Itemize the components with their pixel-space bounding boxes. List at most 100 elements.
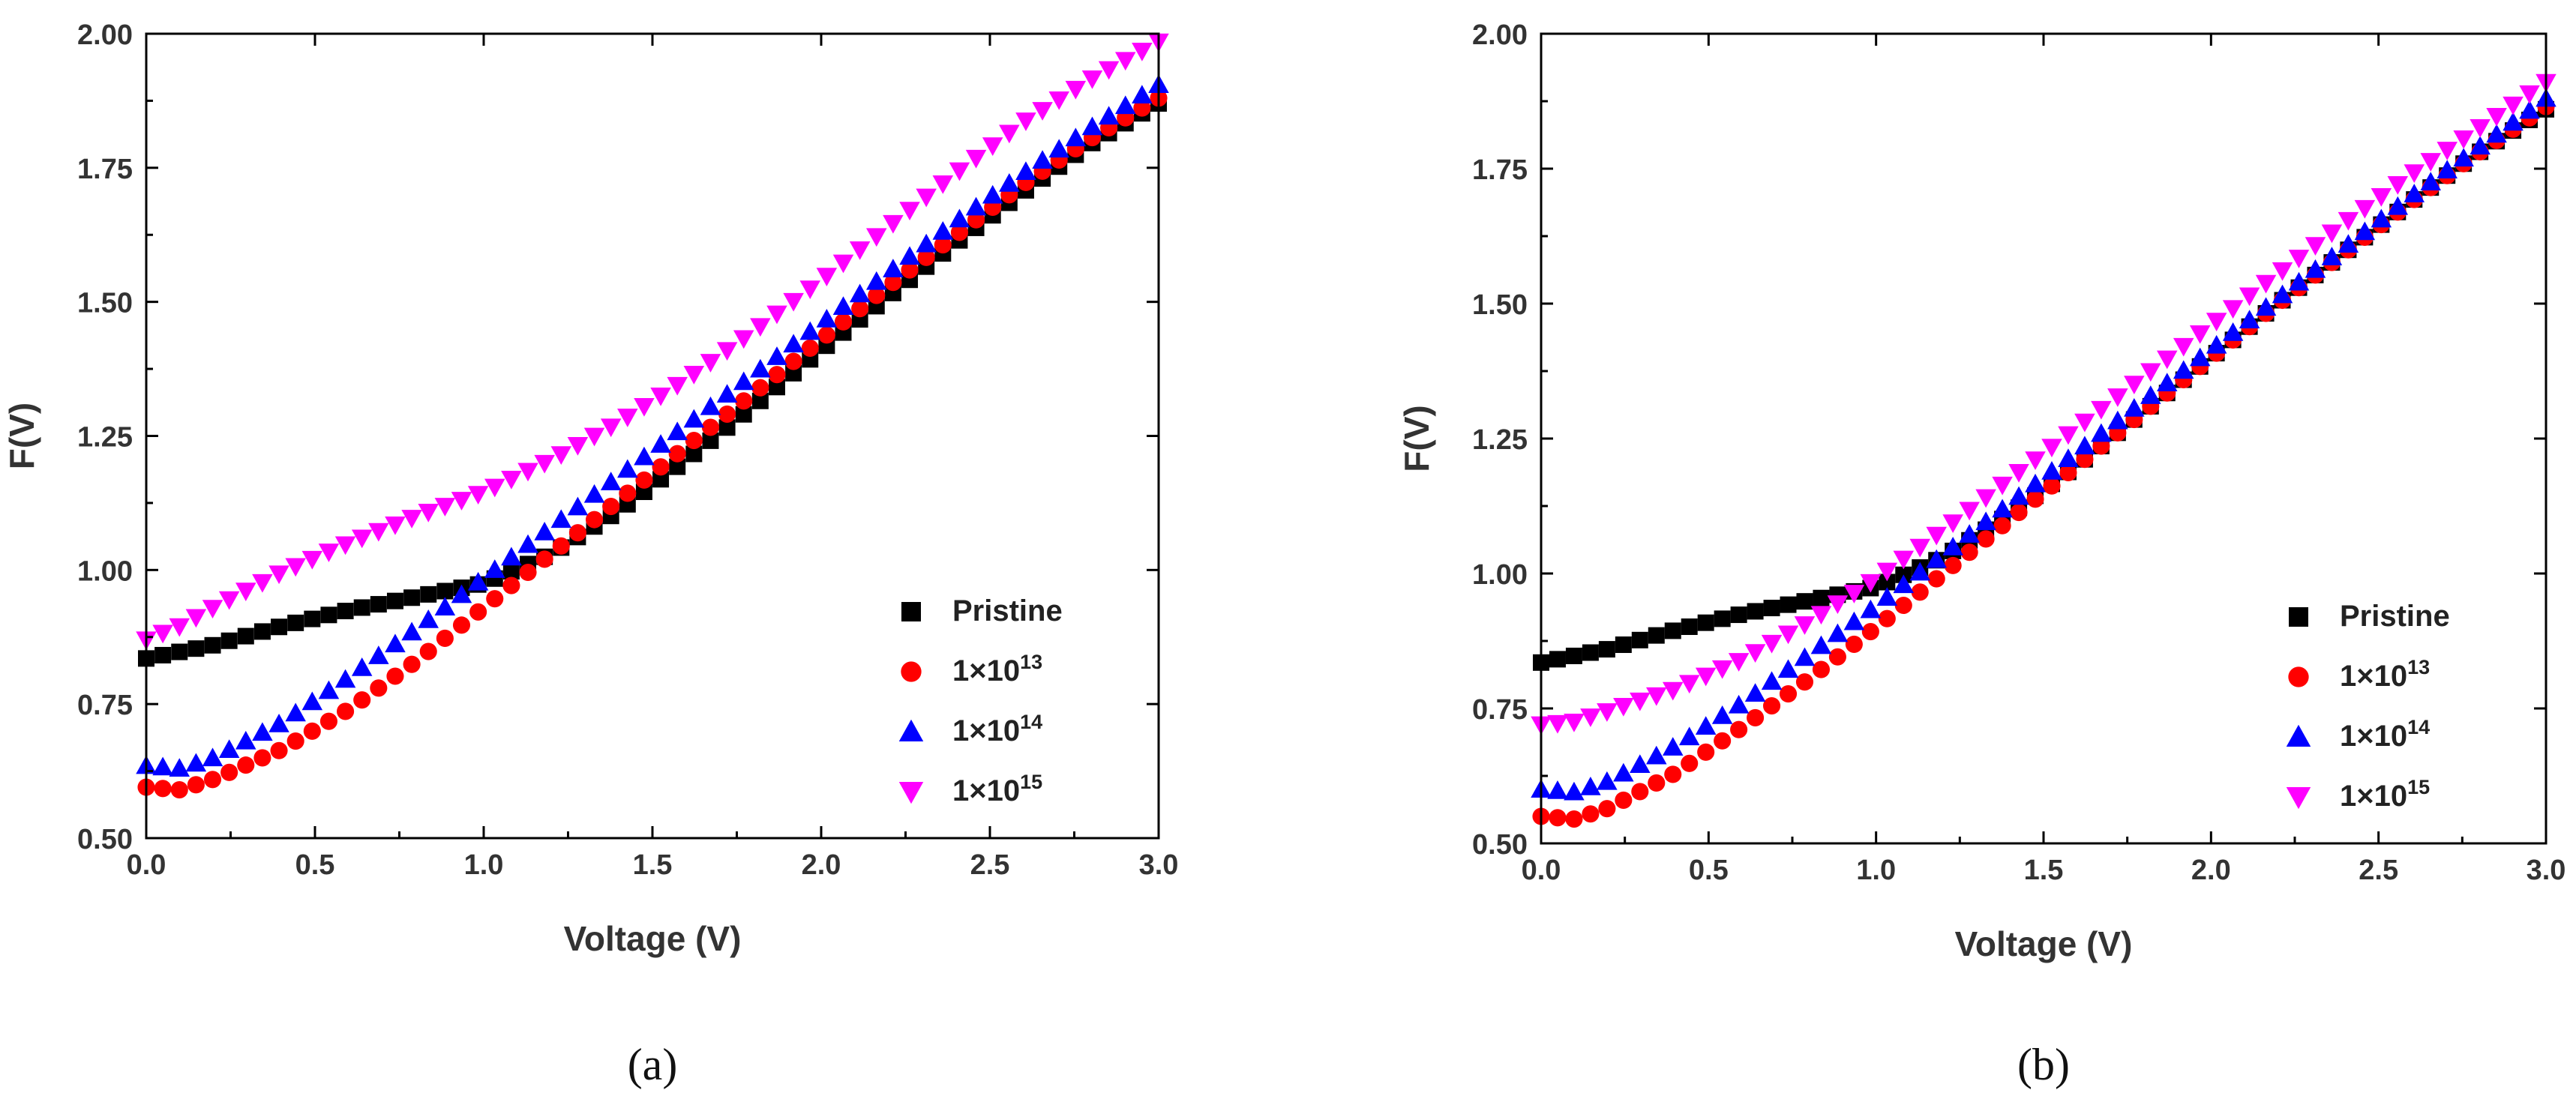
data-point	[185, 609, 207, 628]
data-point	[1648, 774, 1666, 792]
data-point	[1894, 596, 1912, 615]
data-point	[1582, 805, 1600, 823]
data-point	[2140, 363, 2161, 382]
data-point	[418, 609, 439, 628]
data-point	[1598, 641, 1615, 658]
legend-label-exponent: 13	[2407, 656, 2430, 678]
data-point	[567, 436, 589, 456]
data-point	[351, 657, 373, 676]
data-point	[1681, 754, 1699, 772]
data-point	[1860, 599, 1882, 618]
data-point	[567, 496, 589, 516]
data-point	[252, 722, 273, 741]
data-point	[418, 503, 439, 523]
data-point	[784, 352, 802, 370]
data-point	[2321, 247, 2343, 265]
data-point	[832, 296, 854, 315]
data-point	[469, 603, 487, 621]
data-point	[1695, 716, 1717, 735]
data-markers	[136, 33, 1169, 799]
y-tick-label: 1.00	[77, 555, 133, 587]
data-point	[982, 137, 1003, 156]
data-point	[303, 722, 321, 740]
data-point	[2404, 164, 2425, 183]
data-point	[370, 596, 387, 613]
data-point	[519, 563, 537, 582]
data-point	[218, 591, 240, 610]
data-point	[484, 559, 505, 578]
data-point	[617, 459, 638, 478]
data-point	[949, 162, 970, 181]
series-dose-1e15	[136, 33, 1169, 651]
data-point	[1728, 653, 1750, 672]
data-point	[1827, 595, 1849, 614]
data-point	[2059, 463, 2077, 481]
data-point	[1678, 675, 1700, 694]
data-point	[1777, 625, 1799, 645]
data-point	[550, 446, 572, 466]
data-point	[2025, 473, 2046, 493]
data-point	[799, 321, 820, 340]
data-point	[270, 741, 288, 759]
data-point	[1664, 765, 1682, 783]
y-tick-label: 2.00	[1472, 19, 1528, 51]
data-point	[187, 640, 205, 657]
x-tick-label: 0.5	[1689, 855, 1729, 886]
data-point	[1547, 714, 1568, 734]
data-point	[253, 623, 271, 640]
data-point	[785, 364, 802, 382]
data-point	[268, 565, 289, 585]
data-point	[2420, 153, 2441, 172]
data-point	[1547, 780, 1568, 799]
data-point	[1812, 660, 1830, 678]
data-point	[337, 702, 355, 720]
data-point	[1613, 762, 1634, 782]
data-point	[169, 618, 190, 637]
data-point	[2354, 221, 2376, 241]
data-point	[2041, 439, 2062, 458]
data-point	[883, 259, 904, 277]
data-point	[2387, 196, 2409, 215]
data-point	[552, 537, 570, 555]
data-point	[2206, 313, 2227, 331]
data-point	[1827, 623, 1849, 642]
data-point	[486, 590, 504, 608]
data-point	[2008, 486, 2029, 505]
data-point	[2157, 350, 2178, 370]
data-point	[735, 392, 753, 410]
data-point	[517, 534, 538, 553]
legend-item: 1×1013	[901, 651, 1042, 687]
data-point	[768, 366, 786, 384]
data-point	[2354, 199, 2376, 219]
data-point	[2255, 297, 2277, 316]
data-point	[834, 313, 853, 331]
data-point	[436, 582, 454, 600]
panel-label: (b)	[2017, 1040, 2070, 1089]
data-point	[1992, 476, 2013, 496]
data-point	[1564, 781, 1585, 801]
data-point	[1975, 489, 1996, 508]
data-point	[2041, 461, 2062, 480]
data-point	[650, 387, 671, 406]
data-point	[1114, 52, 1136, 71]
data-point	[1662, 681, 1684, 701]
data-point	[386, 592, 403, 609]
data-point	[1810, 635, 1832, 654]
data-point	[967, 211, 985, 229]
data-point	[1711, 705, 1733, 724]
data-point	[1796, 593, 1813, 610]
legend-label-base: 1×10	[2340, 720, 2407, 753]
data-point	[1598, 800, 1616, 818]
data-point	[337, 603, 354, 620]
data-point	[585, 511, 604, 529]
data-point	[2470, 118, 2491, 138]
series-dose-1e15	[1531, 73, 2557, 735]
legend-label-base: 1×10	[952, 654, 1020, 687]
data-point	[502, 576, 520, 594]
data-point	[1728, 694, 1750, 714]
data-point	[1695, 667, 1717, 687]
data-point	[883, 214, 904, 234]
data-point	[434, 498, 456, 517]
data-point	[2387, 176, 2409, 195]
data-point	[949, 208, 970, 228]
